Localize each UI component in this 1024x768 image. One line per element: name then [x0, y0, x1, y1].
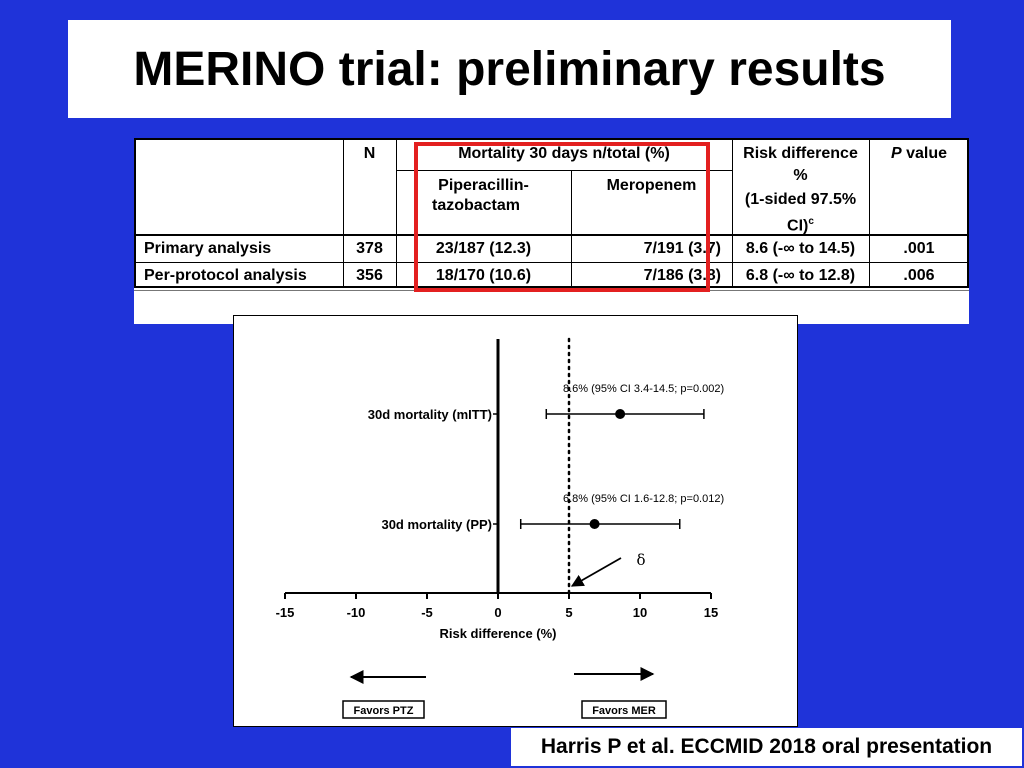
header-p-value: P value [890, 145, 948, 162]
x-axis-title: Risk difference (%) [439, 626, 556, 641]
x-tick-label-0: -15 [276, 605, 295, 620]
header-mortality: Mortality 30 days n/total (%) [458, 145, 670, 162]
header-pip-line2: tazobactam [431, 197, 521, 214]
col-divider-risk [732, 138, 733, 288]
header-meropenem: Meropenem [606, 177, 697, 194]
point-label-0: 30d mortality (mITT) [368, 407, 492, 422]
table-left-border [134, 138, 136, 288]
col-divider-n [343, 138, 344, 288]
reference-box: Harris P et al. ECCMID 2018 oral present… [511, 728, 1022, 766]
point-estimate-0 [615, 409, 626, 419]
header-risk-line2: % [793, 167, 808, 184]
point-annotation-1: 6.8% (95% CI 1.6-12.8; p=0.012) [563, 493, 724, 505]
x-tick-label-4: 5 [565, 605, 572, 620]
row-pp-risk: 6.8 (-∞ to 12.8) [745, 267, 856, 284]
table-right-border [967, 138, 969, 288]
mortality-highlight-box [414, 142, 710, 292]
forest-plot: -15 -10 -5 0 5 10 15 Risk difference (%) 30d mor… [276, 337, 724, 719]
x-tick-label-2: -5 [421, 605, 433, 620]
table-bottom-line [134, 286, 969, 288]
row-divider [134, 262, 969, 263]
row-pp-mer: 7/186 (3.8) [643, 267, 721, 284]
row-primary-n: 378 [356, 240, 383, 257]
favors-right-box [581, 700, 667, 719]
favors-left-label: Favors PTZ [354, 705, 414, 717]
header-risk-sup: c [808, 216, 814, 227]
delta-arrow [570, 557, 622, 587]
title-box: MERINO trial: preliminary results [68, 20, 951, 118]
x-tick-label-5: 10 [633, 605, 647, 620]
forest-plot-panel: -15 -10 -5 0 5 10 15 Risk difference (%) 30d mor… [233, 315, 798, 727]
point-label-1: 30d mortality (PP) [381, 517, 492, 532]
row-primary-pip: 23/187 (12.3) [435, 240, 532, 257]
col-divider-pip [396, 138, 397, 288]
row-pp-label: Per-protocol analysis [144, 267, 307, 284]
header-risk-line1: Risk difference [743, 145, 858, 162]
slide-title: MERINO trial: preliminary results [133, 42, 886, 96]
row-pp-pip: 18/170 (10.6) [435, 267, 532, 284]
x-tick-label-1: -10 [347, 605, 366, 620]
row-primary-label: Primary analysis [144, 240, 272, 257]
header-bottom-line [134, 234, 969, 236]
header-n: N [363, 145, 376, 162]
header-risk-line4: CI)c [787, 216, 814, 235]
header-risk-line3: (1-sided 97.5% [744, 191, 857, 208]
x-tick-label-6: 15 [704, 605, 718, 620]
reference-text: Harris P et al. ECCMID 2018 oral present… [540, 735, 993, 758]
row-primary-mer: 7/191 (3.7) [643, 240, 721, 257]
x-tick-label-3: 0 [494, 605, 501, 620]
point-annotation-0: 8.6% (95% CI 3.4-14.5; p=0.002) [563, 383, 724, 395]
row-pp-p: .006 [903, 267, 935, 284]
row-pp-n: 356 [356, 267, 383, 284]
col-divider-mer [571, 171, 572, 288]
point-estimate-1 [589, 519, 600, 529]
header-pip-line1: Piperacillin- [438, 177, 529, 194]
favors-left-box [342, 700, 425, 719]
row-primary-risk: 8.6 (-∞ to 14.5) [745, 240, 856, 257]
col-divider-p [869, 138, 870, 288]
mortality-subheader-line [396, 170, 732, 171]
delta-label: δ [636, 551, 645, 569]
favors-right-label: Favors MER [592, 705, 656, 717]
table-top-border [134, 138, 969, 140]
row-primary-p: .001 [903, 240, 935, 257]
results-table: N Mortality 30 days n/total (%) Piperaci… [134, 138, 969, 324]
